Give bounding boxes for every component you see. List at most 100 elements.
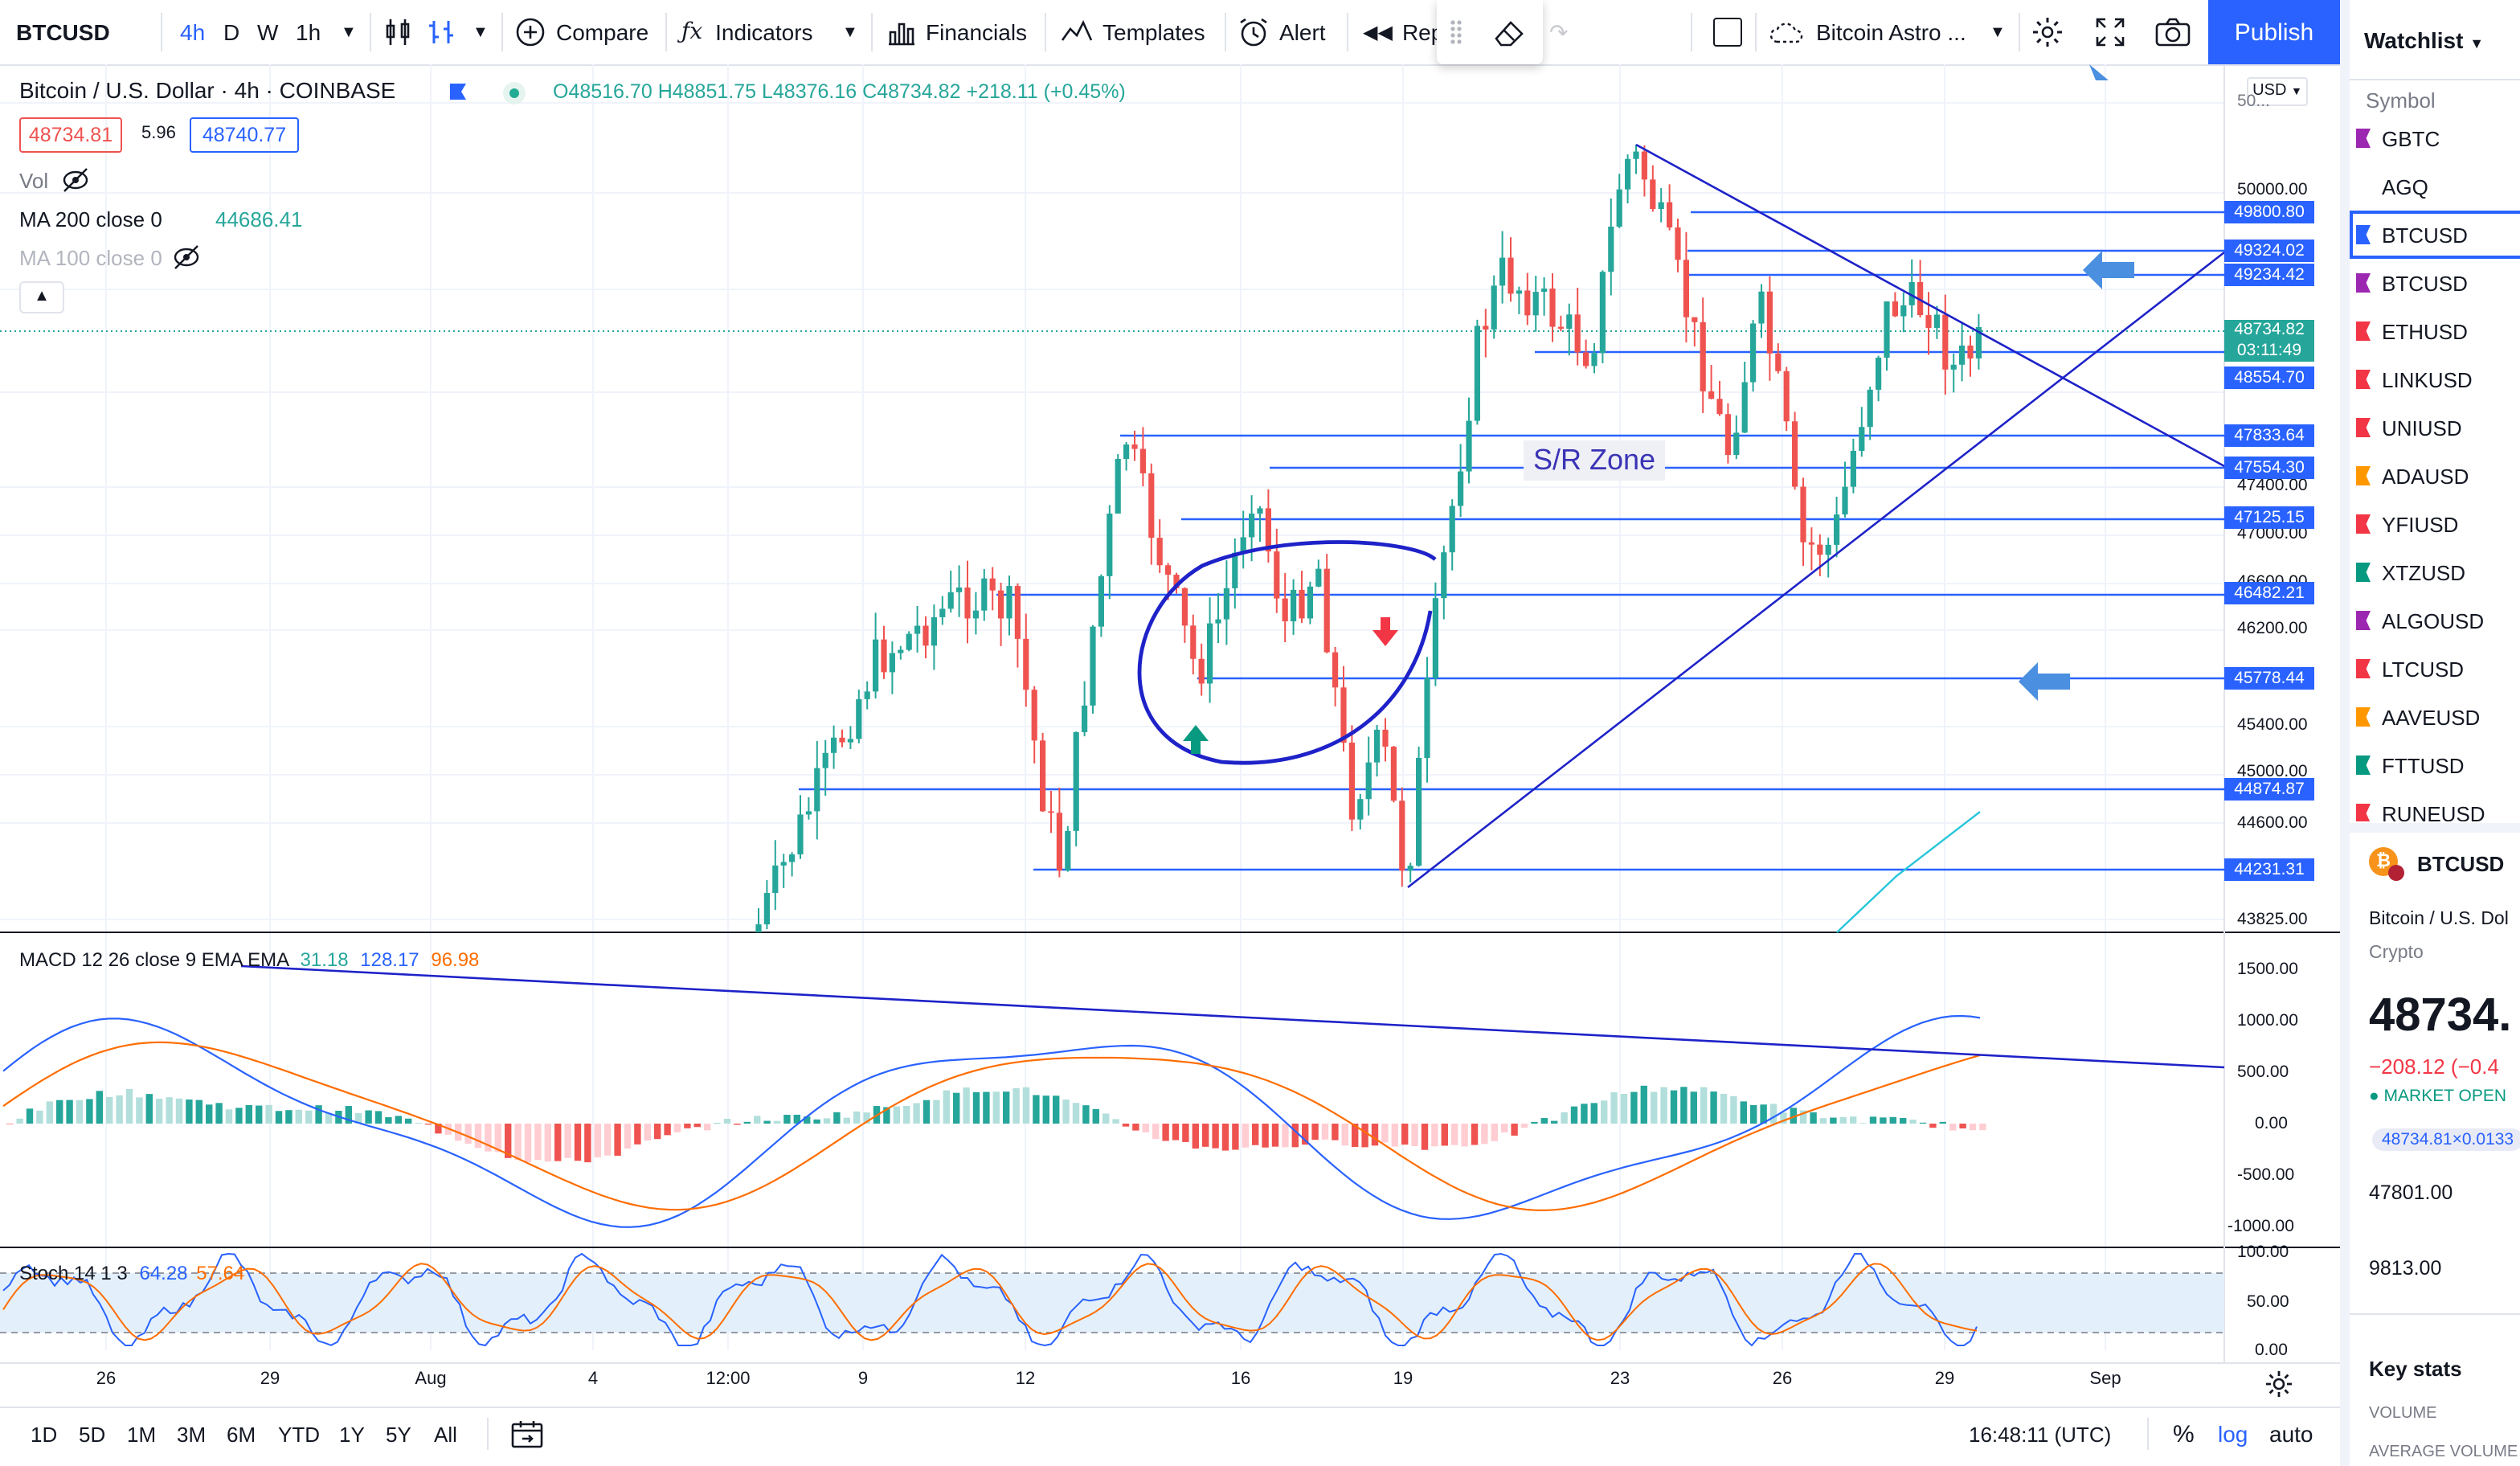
watchlist-title[interactable]: Watchlist ▼ xyxy=(2364,27,2485,53)
range-5y[interactable]: 5Y xyxy=(386,1422,411,1446)
layout-name-label: Bitcoin Astro ... xyxy=(1816,19,1966,45)
eye-hidden-icon[interactable] xyxy=(172,244,201,270)
interval-dropdown-icon[interactable]: ▼ xyxy=(341,23,357,41)
indicators-dropdown-icon[interactable]: ▼ xyxy=(842,23,858,41)
watchlist-column-header[interactable]: Symbol xyxy=(2366,88,2436,113)
eye-hidden-icon[interactable] xyxy=(61,167,90,193)
range-6m[interactable]: 6M xyxy=(227,1422,256,1446)
range-all[interactable]: All xyxy=(434,1422,457,1446)
candles-icon[interactable] xyxy=(382,0,415,64)
watchlist-item[interactable]: AAVEUSD xyxy=(2356,693,2520,741)
auto-scale-toggle[interactable]: auto xyxy=(2269,1421,2313,1447)
currency-selector[interactable]: USD ▼ xyxy=(2247,77,2308,106)
flag-icon[interactable] xyxy=(2356,707,2371,727)
watchlist-item[interactable]: BTCUSD xyxy=(2356,259,2520,307)
watchlist-item[interactable]: UNIUSD xyxy=(2356,403,2520,452)
percent-scale-toggle[interactable]: % xyxy=(2173,1420,2195,1448)
detail-symbol[interactable]: BTCUSD xyxy=(2417,852,2505,876)
indicators-button[interactable]: ƒx Indicators xyxy=(681,0,813,64)
compare-button[interactable]: Compare xyxy=(514,0,648,64)
flag-icon[interactable] xyxy=(2356,177,2371,196)
watchlist-item[interactable]: YFIUSD xyxy=(2356,500,2520,548)
financials-button[interactable]: Financials xyxy=(887,0,1027,64)
flag-icon[interactable] xyxy=(2356,273,2371,293)
settings-gear-icon[interactable] xyxy=(2030,0,2065,64)
macd-histogram-bar xyxy=(1053,1095,1060,1124)
flag-icon[interactable] xyxy=(2356,756,2371,775)
time-tick: 16 xyxy=(1230,1370,1251,1389)
collapse-legend-button[interactable]: ▲ xyxy=(19,281,64,313)
watchlist-item[interactable]: ALGOUSD xyxy=(2356,596,2520,645)
range-ytd[interactable]: YTD xyxy=(278,1422,320,1446)
stoch-tick: 50.00 xyxy=(2247,1292,2289,1312)
buy-price-button[interactable]: 48740.77 xyxy=(190,117,299,153)
log-scale-toggle[interactable]: log xyxy=(2218,1421,2248,1447)
fullscreen-frame-icon[interactable] xyxy=(1713,18,1742,47)
bars-style-icon[interactable] xyxy=(426,0,458,64)
watchlist-item[interactable]: FTTUSD xyxy=(2356,741,2520,789)
watchlist-item[interactable]: XTZUSD xyxy=(2356,548,2520,596)
watchlist-item[interactable]: LINKUSD xyxy=(2356,355,2520,403)
open-value: O48516.70 xyxy=(553,80,652,103)
watchlist-item[interactable]: AGQ xyxy=(2356,162,2520,211)
chart-area[interactable]: Bitcoin / U.S. Dollar · 4h · COINBASE O4… xyxy=(0,64,2340,1463)
range-1d[interactable]: 1D xyxy=(31,1422,58,1446)
watchlist-item[interactable]: RUNEUSD xyxy=(2356,789,2520,821)
interval-4h[interactable]: 4h xyxy=(180,19,206,45)
flag-icon[interactable] xyxy=(450,84,466,100)
watchlist-item[interactable]: LTCUSD xyxy=(2356,645,2520,693)
time-axis-settings-icon[interactable] xyxy=(2264,1370,2293,1398)
layout-dropdown-icon[interactable]: ▼ xyxy=(1990,23,2006,41)
range-3m[interactable]: 3M xyxy=(177,1422,207,1446)
sell-price-button[interactable]: 48734.81 xyxy=(19,117,122,153)
watchlist-list[interactable]: GBTC AGQ BTCUSD BTCUSD ETHUSD LINKUSD UNIUSD AD… xyxy=(2350,114,2520,821)
flag-icon[interactable] xyxy=(2356,321,2371,341)
utc-clock[interactable]: 16:48:11 (UTC) xyxy=(1969,1422,2112,1446)
range-5d[interactable]: 5D xyxy=(79,1422,106,1446)
chart-canvas[interactable] xyxy=(0,64,2340,1463)
flag-icon[interactable] xyxy=(2356,611,2371,630)
flag-icon[interactable] xyxy=(2356,659,2371,678)
alert-button[interactable]: Alert xyxy=(1238,0,1326,64)
flag-icon[interactable] xyxy=(2356,514,2371,534)
candle-body xyxy=(1524,290,1531,316)
macd-histogram-bar xyxy=(46,1101,53,1124)
symbol-search[interactable]: BTCUSD xyxy=(16,19,110,45)
replay-button[interactable]: ◀◀ Rep xyxy=(1363,0,1443,64)
interval-w[interactable]: W xyxy=(257,19,279,45)
flag-icon[interactable] xyxy=(2356,370,2371,389)
range-1y[interactable]: 1Y xyxy=(339,1422,365,1446)
flag-icon[interactable] xyxy=(2356,129,2371,148)
sr-zone-annotation[interactable]: S/R Zone xyxy=(1524,440,1666,481)
flag-icon[interactable] xyxy=(2356,466,2371,485)
chart-type-dropdown-icon[interactable]: ▼ xyxy=(472,23,489,41)
publish-button[interactable]: Publish xyxy=(2208,0,2340,64)
flag-icon[interactable] xyxy=(2356,225,2371,244)
plus-circle-icon xyxy=(516,18,545,47)
watchlist-item[interactable]: ETHUSD xyxy=(2356,307,2520,355)
range-1m[interactable]: 1M xyxy=(127,1422,157,1446)
interval-d[interactable]: D xyxy=(223,19,240,45)
layout-name[interactable]: Bitcoin Astro ... xyxy=(1768,0,1966,64)
camera-icon[interactable] xyxy=(2155,0,2191,64)
macd-histogram-bar xyxy=(624,1124,632,1149)
watchlist-item[interactable]: BTCUSD xyxy=(2350,211,2520,259)
macd-histogram-bar xyxy=(544,1124,551,1162)
flag-icon[interactable] xyxy=(2356,563,2371,582)
templates-button[interactable]: Templates xyxy=(1061,0,1205,64)
drag-handle-icon[interactable] xyxy=(1450,19,1462,45)
go-to-date-icon[interactable] xyxy=(511,1419,543,1448)
candle-body xyxy=(1307,586,1313,619)
watchlist-item[interactable]: ADAUSD xyxy=(2356,452,2520,500)
watchlist-item[interactable]: GBTC xyxy=(2356,114,2520,162)
redo-icon[interactable]: ↷ xyxy=(1549,18,1569,44)
macd-histogram-bar xyxy=(1371,1124,1379,1146)
flag-icon[interactable] xyxy=(2356,418,2371,437)
interval-1h[interactable]: 1h xyxy=(296,19,321,45)
candle-body xyxy=(1675,227,1681,260)
flag-icon[interactable] xyxy=(2356,804,2371,821)
market-status-label: MARKET OPEN xyxy=(2383,1087,2507,1106)
currency-label: USD xyxy=(2252,82,2287,100)
fullscreen-icon[interactable] xyxy=(2094,0,2126,64)
eraser-icon[interactable] xyxy=(1491,16,1527,48)
